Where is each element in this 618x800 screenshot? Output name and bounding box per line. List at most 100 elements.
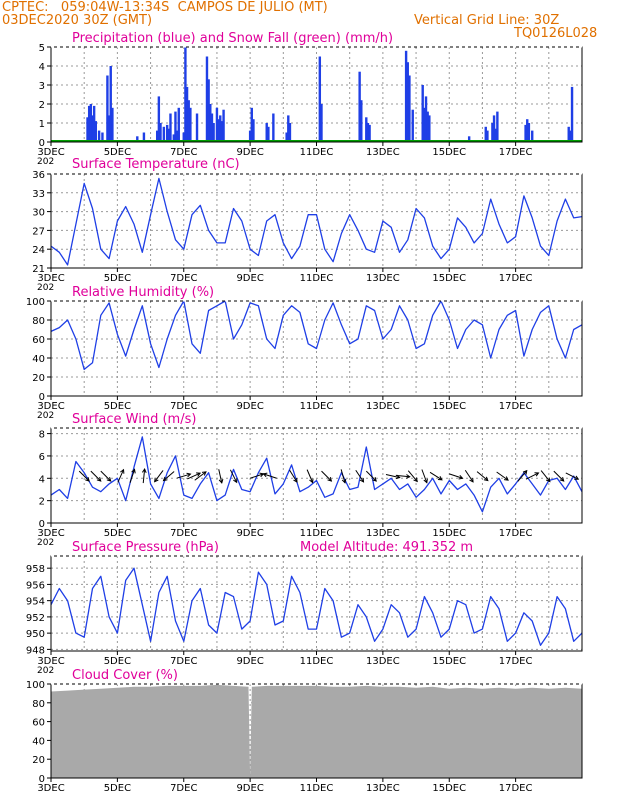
humidity-ytick-label: 100 <box>26 297 45 308</box>
wind-arrow-head <box>413 477 418 483</box>
precip-bar <box>527 123 531 142</box>
precip-bar <box>156 130 159 142</box>
humidity-ytick-label: 40 <box>32 354 45 365</box>
precip-bar <box>320 104 323 142</box>
humidity-xtick-label: 17DEC <box>499 401 533 412</box>
wind-arrow <box>289 469 298 483</box>
wind-arrow-head <box>262 472 268 478</box>
humidity-xtick-label: 11DEC <box>300 401 334 412</box>
pressure-line <box>50 567 583 646</box>
temperature-cut-year-label: 202 <box>37 283 54 293</box>
precip-bar <box>167 128 171 142</box>
wind-arrow <box>100 470 112 482</box>
wind-arrow-head <box>96 477 102 482</box>
wind-arrow-head <box>106 477 112 482</box>
wind-arrow <box>449 473 463 479</box>
wind-arrow-head <box>522 469 528 475</box>
humidity-cut-year-label: 202 <box>37 411 54 421</box>
wind-ytick-label: 2 <box>39 497 45 508</box>
cloud-ytick-label: 20 <box>32 755 45 766</box>
model-code: TQ0126L028 <box>514 26 598 41</box>
precip-bar <box>287 115 290 142</box>
wind-arrow <box>90 470 102 482</box>
wind-arrow-head <box>534 472 540 477</box>
precip-bar <box>209 104 212 142</box>
wind-arrow <box>355 469 364 483</box>
humidity-xtick-label: 3DEC <box>37 401 64 412</box>
temperature-ytick-label: 24 <box>32 245 45 256</box>
wind-arrow <box>117 469 124 483</box>
precip-bar <box>220 121 224 142</box>
pressure-xtick-label: 13DEC <box>366 656 400 667</box>
precip-bar <box>174 111 177 142</box>
pressure-xtick-label: 15DEC <box>432 656 466 667</box>
cloud-title: Cloud Cover (%) <box>72 668 178 683</box>
precip-xtick-label: 5DEC <box>104 147 131 158</box>
wind-arrow <box>421 469 428 483</box>
wind-arrow-head <box>218 478 224 484</box>
precip-bar <box>252 119 255 142</box>
wind-arrow-head <box>574 475 580 480</box>
wind-line <box>50 436 583 513</box>
cloud-xtick-label: 7DEC <box>170 783 197 794</box>
precip-bar <box>526 119 529 142</box>
precip-bar <box>86 117 89 142</box>
wind-arrow <box>496 471 509 481</box>
precip-bar <box>288 123 292 142</box>
precip-bar <box>97 130 101 142</box>
wind-arrow <box>229 469 238 483</box>
wind-arrow-head <box>141 468 147 473</box>
precip-xtick-label: 17DEC <box>499 147 533 158</box>
temperature-xtick-label: 13DEC <box>366 273 400 284</box>
pressure-xtick-label: 9DEC <box>236 656 263 667</box>
wind-arrow <box>142 469 146 484</box>
precip-bar <box>165 124 169 142</box>
wind-arrow-head <box>162 476 168 482</box>
temperature-xtick-label: 7DEC <box>170 273 197 284</box>
wind-ytick-label: 8 <box>39 430 45 441</box>
precip-bar <box>172 134 175 142</box>
precip-bar <box>159 123 162 142</box>
precip-ytick-label: 0 <box>39 138 45 149</box>
precip-bar <box>185 86 189 142</box>
humidity-line <box>50 300 583 371</box>
cloud-ytick-label: 40 <box>32 736 45 747</box>
cloud-ytick-label: 0 <box>39 774 45 785</box>
wind-arrow <box>553 470 565 482</box>
precip-bar <box>496 111 499 142</box>
wind-arrow <box>385 474 400 479</box>
pressure-cut-year-label: 202 <box>37 666 54 676</box>
cloud-xtick-label: 3DEC <box>37 783 64 794</box>
humidity-title: Relative Humidity (%) <box>72 285 214 300</box>
temperature-xtick-label: 11DEC <box>300 273 334 284</box>
wind-arrow-head <box>469 477 474 483</box>
precip-bar <box>404 50 408 142</box>
temperature-ytick-label: 33 <box>32 189 45 200</box>
grid-note: Vertical Grid Line: 30Z <box>414 13 560 28</box>
precip-bar <box>205 56 209 142</box>
precip-bar <box>219 115 222 142</box>
precip-bar <box>107 115 111 142</box>
wind-arrow-head <box>85 477 90 482</box>
temperature-ytick-label: 21 <box>32 264 45 275</box>
precip-bar <box>248 130 252 142</box>
precip-bar <box>494 128 497 142</box>
wind-arrow <box>565 472 579 480</box>
precip-bar <box>195 113 199 142</box>
cloud-xtick-label: 9DEC <box>236 783 263 794</box>
precip-bar <box>182 132 185 142</box>
cloud-xtick-label: 17DEC <box>499 783 533 794</box>
wind-arrow-head <box>437 476 443 481</box>
temperature-ytick-label: 36 <box>32 170 45 181</box>
precip-ytick-label: 2 <box>39 100 45 111</box>
precip-bar <box>175 130 179 142</box>
pressure-xtick-label: 3DEC <box>37 656 64 667</box>
precip-ytick-label: 1 <box>39 119 45 130</box>
precip-bar <box>101 132 104 142</box>
precip-bar <box>492 115 496 142</box>
humidity-ytick-label: 20 <box>32 373 45 384</box>
pressure-xtick-label: 7DEC <box>170 656 197 667</box>
precip-bar <box>426 111 429 142</box>
wind-arrow <box>340 469 346 483</box>
